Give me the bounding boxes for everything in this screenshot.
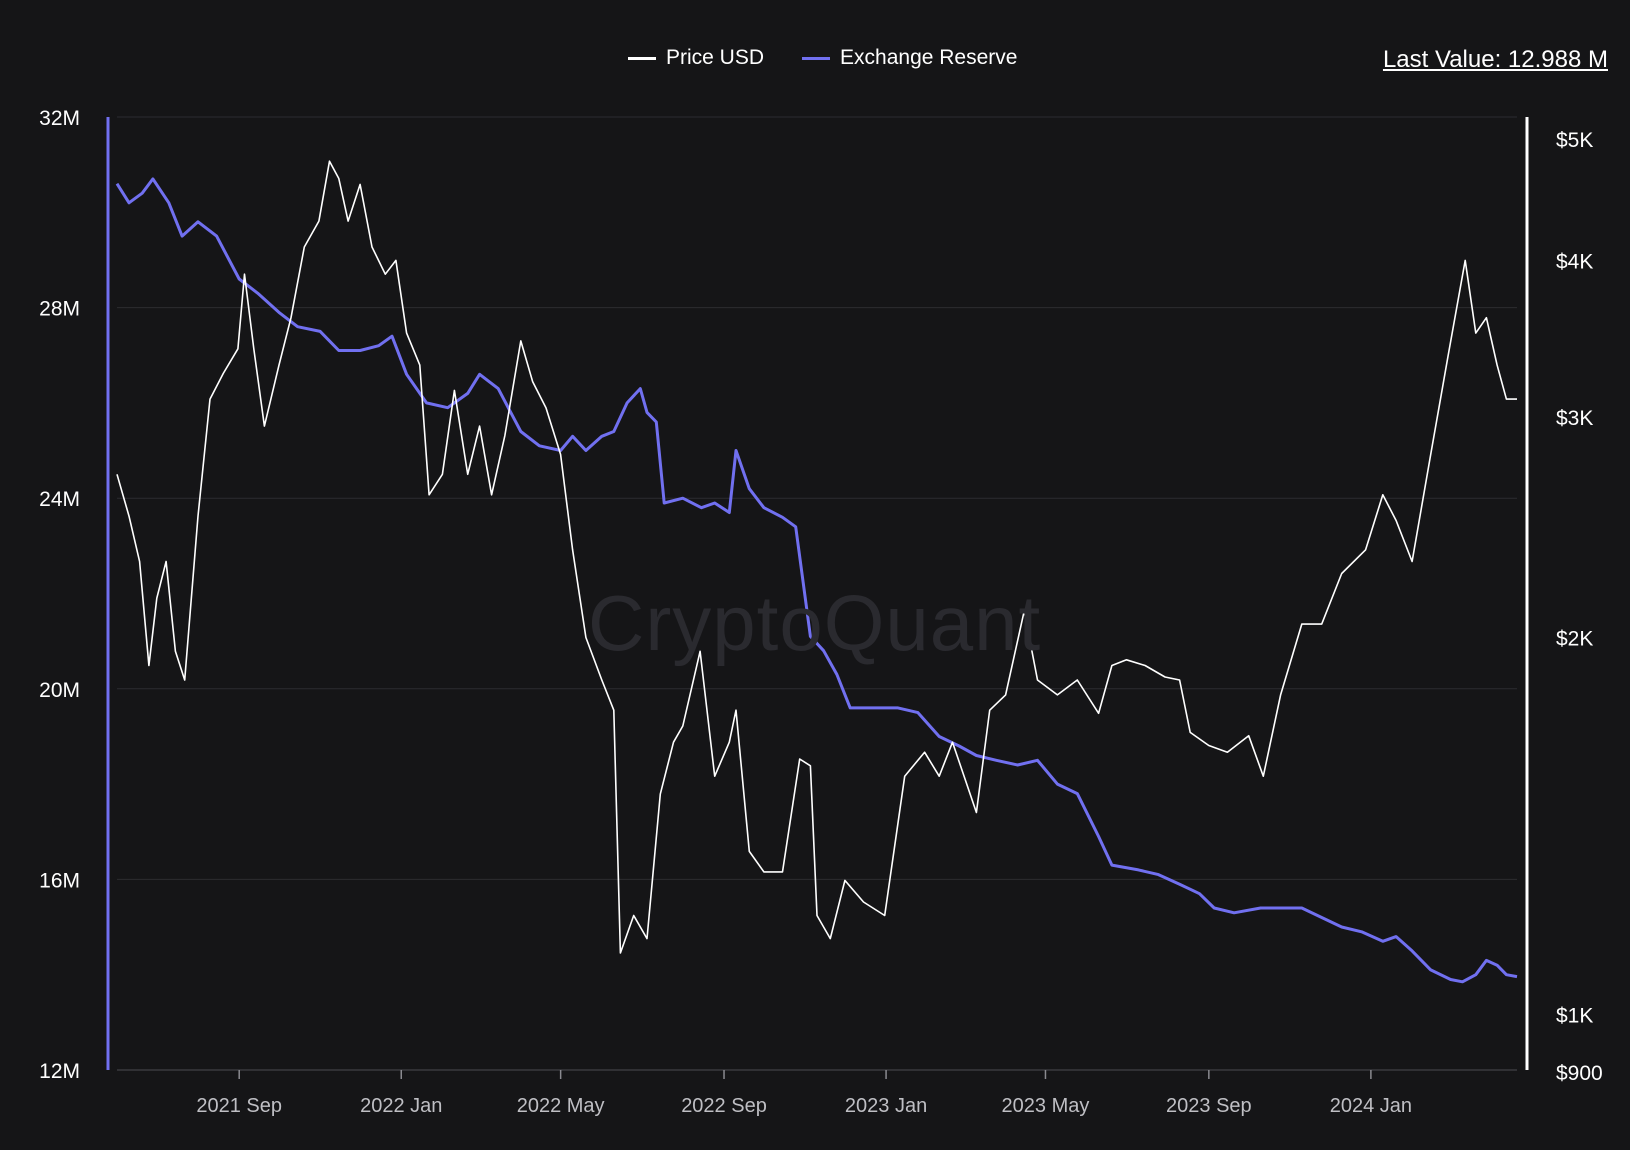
- legend-label-price: Price USD: [666, 46, 765, 69]
- x-tick-label: 2024 Jan: [1330, 1095, 1412, 1117]
- left-tick-label: 28M: [39, 298, 80, 321]
- x-tick-label: 2022 Jan: [360, 1095, 442, 1117]
- series-line-exchange-reserve: [115, 177, 1518, 984]
- grid-lines: [117, 116, 1517, 880]
- series-lines: [115, 160, 1518, 984]
- legend-swatch-price: [628, 56, 656, 60]
- legend-item-reserve[interactable]: Exchange Reserve: [802, 46, 1017, 70]
- left-tick-label: 32M: [39, 107, 80, 130]
- last-value-link[interactable]: Last Value: 12.988 M: [1382, 46, 1608, 73]
- right-tick-label: $2K: [1556, 628, 1593, 651]
- x-tick-label: 2022 May: [517, 1095, 605, 1117]
- right-tick-label: $900: [1556, 1062, 1603, 1085]
- left-tick-label: 24M: [39, 488, 80, 511]
- x-tick-label: 2022 Sep: [681, 1095, 767, 1117]
- right-tick-label: $4K: [1556, 250, 1593, 273]
- x-tick-label: 2023 May: [1002, 1095, 1090, 1117]
- chart-legend: Price USD Exchange Reserve: [628, 46, 1017, 70]
- left-tick-label: 20M: [39, 679, 80, 702]
- legend-swatch-reserve: [802, 56, 831, 60]
- x-tick-label: 2023 Sep: [1166, 1095, 1252, 1117]
- right-tick-label: $1K: [1556, 1005, 1593, 1028]
- right-tick-label: $5K: [1556, 129, 1593, 152]
- legend-label-reserve: Exchange Reserve: [840, 46, 1018, 69]
- legend-item-price[interactable]: Price USD: [628, 46, 764, 70]
- axes: 32M 28M 24M 20M 16M 12M 2021 Sep 2022 Jan 2022 M…: [39, 107, 1603, 1117]
- x-tick-label: 2023 Jan: [845, 1095, 927, 1117]
- x-tick-label: 2021 Sep: [196, 1095, 282, 1117]
- series-line-price-usd: [116, 160, 1517, 954]
- left-tick-label: 12M: [39, 1060, 80, 1083]
- watermark-logo: CryptoQuant: [588, 579, 1042, 667]
- left-tick-label: 16M: [39, 869, 80, 892]
- right-tick-label: $3K: [1556, 407, 1593, 430]
